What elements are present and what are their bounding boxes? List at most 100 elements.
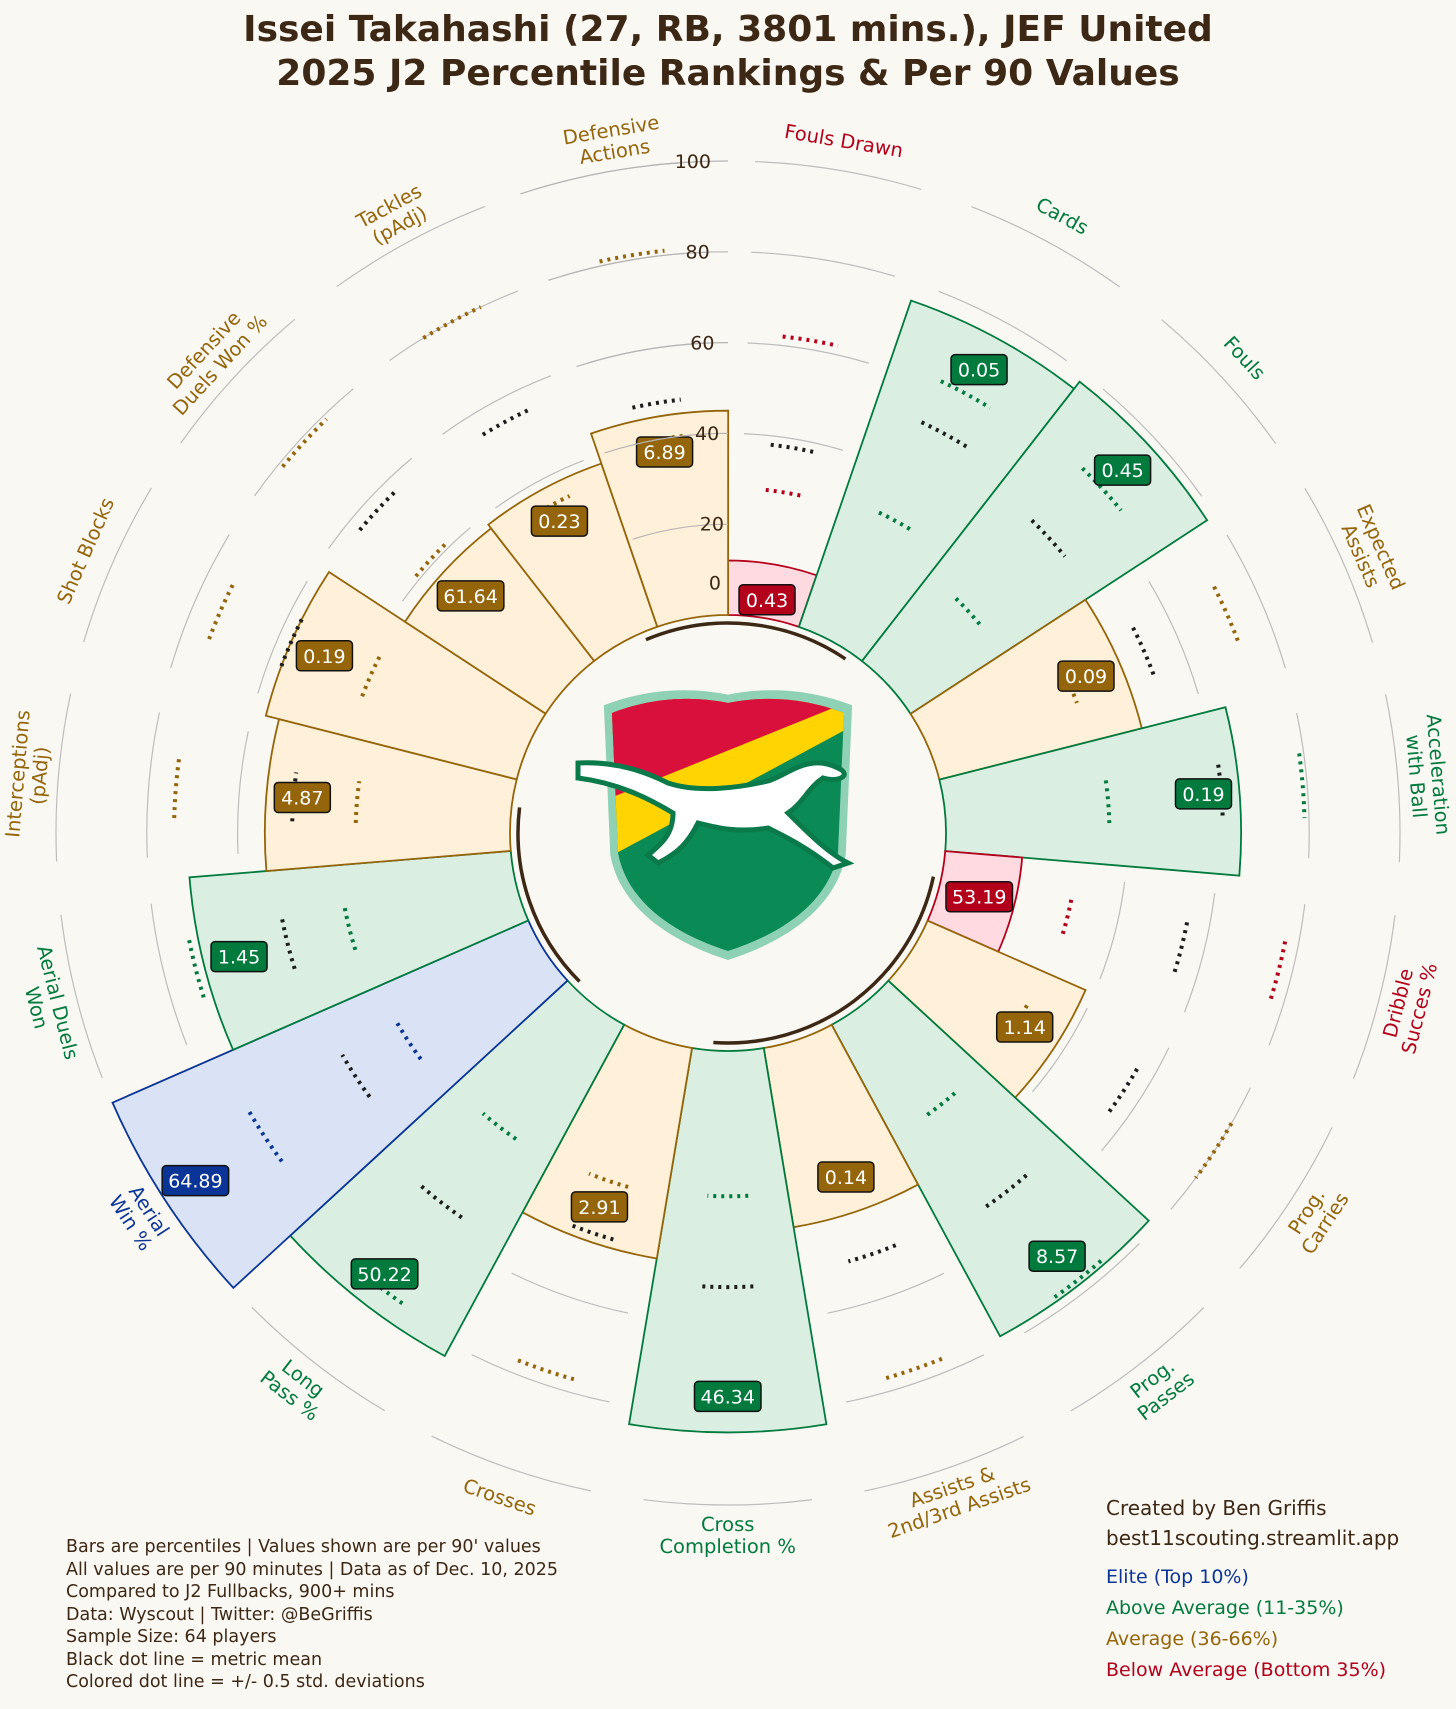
std-dot-line-low xyxy=(481,1111,518,1141)
note-line: Sample Size: 64 players xyxy=(66,1627,277,1647)
grid-arc xyxy=(1101,1047,1170,1152)
bar-15 xyxy=(263,718,518,873)
grid-arc xyxy=(328,457,413,549)
bar-5 xyxy=(938,706,1242,877)
std-dot-line-high xyxy=(1080,466,1123,512)
grid-arc xyxy=(1239,1127,1333,1269)
std-dot-line-high xyxy=(940,379,992,410)
grid-arc xyxy=(55,693,72,862)
note-line: Black dot line = metric mean xyxy=(66,1649,323,1670)
grid-arc xyxy=(150,903,188,1046)
bar-4 xyxy=(909,598,1143,781)
metric-label: Accelerationwith Ball xyxy=(1400,713,1455,837)
grid-arc xyxy=(1226,534,1286,669)
grid-arc xyxy=(402,527,471,602)
value-label: 50.22 xyxy=(357,1264,411,1286)
badge-dog-icon xyxy=(575,760,855,871)
grid-arc xyxy=(1170,1087,1251,1210)
grid-arc xyxy=(431,1435,592,1492)
value-badge-bg xyxy=(436,580,505,612)
credits: Created by Ben Griffis best11scouting.st… xyxy=(1106,1493,1399,1553)
grid-arc xyxy=(180,318,296,444)
credit-author: Created by Ben Griffis xyxy=(1106,1496,1327,1520)
grid-arc xyxy=(845,1354,985,1403)
mean-dot-line xyxy=(567,1222,614,1242)
std-dot-line-low xyxy=(878,510,916,534)
mean-dot-line xyxy=(1131,626,1156,676)
tick-arc xyxy=(632,523,729,540)
grid-arc xyxy=(237,731,249,854)
grid-arc xyxy=(744,433,844,451)
value-label: 61.64 xyxy=(443,586,497,608)
metric-label: Cards xyxy=(1032,193,1092,240)
metric-label-line: Fouls Drawn xyxy=(783,120,905,162)
value-label: 8.57 xyxy=(1036,1246,1078,1268)
value-label: 64.89 xyxy=(168,1171,222,1193)
std-dot-line-high xyxy=(1194,1122,1234,1180)
value-badge-bg xyxy=(1093,454,1152,486)
std-dot-line-high xyxy=(207,581,236,640)
value-badge-bg xyxy=(295,640,354,672)
grid-arc xyxy=(751,251,896,277)
club-badge-shield xyxy=(575,690,855,960)
value-label: 0.43 xyxy=(746,590,788,612)
chart-title-line-1: Issei Takahashi (27, RB, 3801 mins.), JE… xyxy=(243,9,1213,50)
metric-label: Cross Completion % xyxy=(659,1513,795,1558)
mean-dot-line xyxy=(1106,1067,1139,1115)
tick-arc xyxy=(548,251,729,281)
grid-arc xyxy=(1352,915,1396,1079)
bar-11 xyxy=(521,1023,694,1260)
grid-arc xyxy=(971,206,1120,288)
grid-arc xyxy=(170,534,230,668)
radial-tick-label: 80 xyxy=(685,242,709,264)
mean-dot-line xyxy=(631,397,681,410)
metric-label: ExpectedAssists xyxy=(1332,501,1410,602)
std-dot-line-low xyxy=(707,1193,749,1199)
grid-arc xyxy=(864,1435,1025,1492)
mean-dot-line xyxy=(280,918,297,970)
metric-label-line: Fouls xyxy=(1219,332,1270,385)
radial-tick-label: 0 xyxy=(709,573,721,595)
tick-arc xyxy=(520,160,729,195)
mean-dot-line xyxy=(770,442,815,455)
std-dot-line-low xyxy=(342,906,358,951)
chart-title-line-2: 2025 J2 Percentile Rankings & Per 90 Val… xyxy=(276,53,1180,94)
metric-label-line: (pAdj) xyxy=(26,746,54,806)
mean-dot-line xyxy=(920,420,968,449)
std-dot-line-high xyxy=(1212,585,1241,644)
std-dot-line-low xyxy=(954,597,983,627)
value-badge-bg xyxy=(635,436,694,468)
std-dot-line-high xyxy=(881,1356,943,1382)
std-dot-line-high xyxy=(1267,941,1288,1004)
grid-arc xyxy=(1161,319,1277,445)
value-badge-bg xyxy=(210,940,268,973)
note-line: Colored dot line = +/- 0.5 std. deviatio… xyxy=(66,1672,425,1692)
tick-arc xyxy=(604,432,729,454)
bar-10 xyxy=(628,1046,828,1434)
inner-ring-arc xyxy=(645,621,847,661)
mean-dot-line xyxy=(1216,764,1225,821)
value-badge-bg xyxy=(945,880,1014,913)
std-dot-line-high xyxy=(246,1108,284,1163)
grid-arc xyxy=(1296,712,1310,859)
legend-entry-above: Above Average (11-35%) xyxy=(1106,1597,1344,1619)
std-dot-line-low xyxy=(1059,899,1074,939)
std-dot-line-high xyxy=(172,755,182,819)
std-dot-line-high xyxy=(281,417,328,468)
grid-arc xyxy=(495,459,584,509)
mean-dot-line xyxy=(340,1053,372,1098)
metric-label-line: Cards xyxy=(1032,193,1092,240)
value-label: 46.34 xyxy=(701,1386,755,1408)
grid-arc xyxy=(1268,904,1306,1046)
std-dot-line-high xyxy=(599,248,665,264)
metric-label: Fouls xyxy=(1219,332,1270,385)
grid-arc xyxy=(643,1499,812,1506)
mean-dot-line xyxy=(985,1173,1028,1209)
value-badge-bg xyxy=(570,1191,629,1223)
radial-tick-label: 60 xyxy=(690,332,714,354)
radial-tick-label: 100 xyxy=(675,151,711,173)
grid-arc xyxy=(336,205,486,288)
grid-arc xyxy=(938,290,1068,362)
std-dot-line-low xyxy=(353,781,362,824)
value-badge-bg xyxy=(1057,660,1115,692)
